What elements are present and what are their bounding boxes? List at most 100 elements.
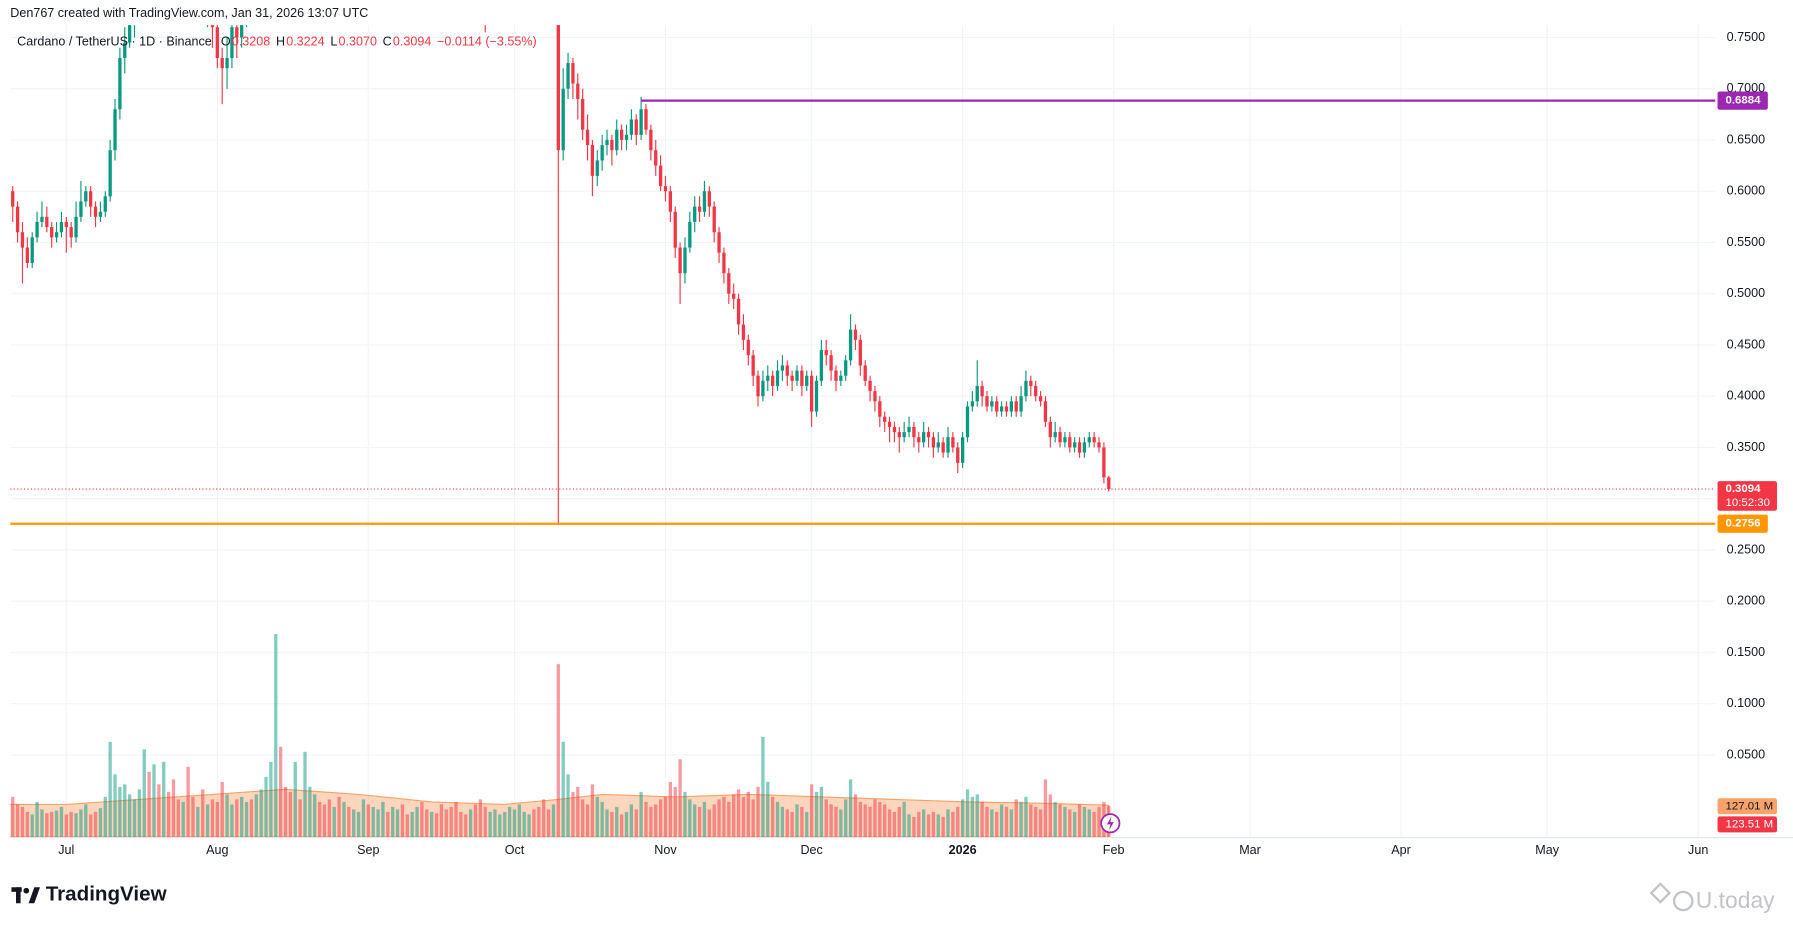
- y-tick-label: 0.5500: [1727, 235, 1765, 249]
- candle-body: [220, 57, 224, 69]
- volume-bar: [249, 799, 254, 837]
- volume-bar: [868, 806, 872, 837]
- candle-body: [970, 401, 975, 407]
- candle-body: [683, 247, 687, 274]
- candle-body: [654, 150, 658, 166]
- candle-body: [912, 426, 916, 438]
- candle-body: [668, 191, 673, 212]
- candle-body: [780, 365, 785, 371]
- volume-bar: [157, 784, 161, 837]
- candle-body: [1082, 442, 1087, 453]
- candle-body: [59, 221, 64, 233]
- y-tick-label: 0.1500: [1727, 645, 1765, 659]
- level-badge: [1717, 91, 1768, 110]
- volume-bar: [576, 786, 580, 837]
- volume-bar: [1082, 806, 1087, 837]
- volume-bar: [93, 811, 98, 837]
- watermark: U.today: [1649, 882, 1775, 913]
- candle-body: [123, 42, 127, 58]
- candle-body: [844, 360, 848, 376]
- candle-body: [69, 227, 73, 238]
- volume-bar: [1004, 806, 1009, 837]
- volume-bar: [990, 809, 994, 837]
- volume-bar: [1048, 794, 1052, 837]
- candle-body: [84, 191, 88, 202]
- candle-body: [40, 216, 44, 222]
- volume-bar: [434, 813, 439, 837]
- candle-body: [717, 232, 721, 253]
- volume-bar: [1024, 796, 1028, 837]
- legend-key: C: [383, 35, 392, 49]
- watermark-icon: [1649, 882, 1672, 904]
- volume-bar: [352, 809, 356, 837]
- volume-bar: [468, 809, 473, 837]
- volume-bar: [50, 811, 54, 837]
- volume-bar: [766, 781, 770, 837]
- candle-body: [853, 329, 858, 340]
- volume-bar: [873, 799, 877, 837]
- volume-bar: [819, 786, 824, 837]
- volume-bar: [965, 789, 970, 837]
- legend-key: H: [276, 35, 285, 49]
- volume-bar: [395, 809, 400, 837]
- volume-bar: [931, 811, 936, 837]
- volume-bar: [162, 761, 166, 837]
- candle-body: [848, 329, 853, 361]
- volume-bar: [449, 806, 453, 837]
- candle-body: [1019, 396, 1023, 412]
- y-tick-label: 0.1000: [1727, 696, 1765, 710]
- candle-body: [35, 221, 39, 238]
- candle-body: [590, 145, 595, 176]
- volume-bar: [317, 801, 322, 837]
- watermark-text: U.today: [1696, 887, 1775, 913]
- volume-bar: [571, 791, 575, 837]
- volume-bar: [420, 801, 424, 837]
- candle-body: [1024, 380, 1028, 397]
- candle-body: [11, 191, 15, 207]
- volume-bar: [956, 806, 960, 837]
- volume-bar: [770, 796, 775, 837]
- y-tick-label: 0.0500: [1727, 747, 1765, 761]
- candle-body: [595, 160, 599, 176]
- volume-bar: [137, 789, 142, 837]
- volume-bar: [746, 791, 750, 837]
- candle-body: [873, 391, 877, 402]
- candle-body: [805, 375, 809, 386]
- volume-bar: [605, 809, 609, 837]
- volume-bar: [585, 804, 590, 837]
- volume-bar: [205, 804, 210, 837]
- candle-body: [619, 129, 624, 140]
- volume-bar: [712, 804, 716, 837]
- volume-bar: [483, 806, 487, 837]
- volume-bar: [79, 809, 83, 837]
- volume-bar: [293, 761, 297, 837]
- volume-bar: [332, 806, 336, 837]
- candle-body: [999, 406, 1004, 412]
- volume-bar: [780, 806, 785, 837]
- x-tick-label: 2026: [949, 843, 977, 857]
- volume-bar: [283, 786, 288, 837]
- volume-bar: [946, 809, 950, 837]
- volume-bar: [488, 811, 492, 837]
- candle-body: [1043, 401, 1048, 422]
- candle-body: [1014, 401, 1018, 412]
- candle-body: [741, 324, 746, 340]
- candle-body: [230, 27, 234, 58]
- volume-bar: [507, 806, 512, 837]
- candle-body: [990, 401, 994, 407]
- volume-bar: [951, 811, 955, 837]
- volume-bar: [118, 786, 122, 837]
- candle-body: [892, 426, 897, 433]
- volume-bar: [741, 796, 746, 837]
- candle-body: [1107, 477, 1111, 490]
- volume-bar: [897, 806, 901, 837]
- candle-body: [936, 442, 940, 448]
- logo-mark: [16, 887, 21, 904]
- candle-body: [25, 247, 29, 263]
- volume-bar: [464, 814, 468, 837]
- volume-bar: [303, 751, 307, 837]
- candle-body: [756, 375, 760, 397]
- volume-bar: [936, 814, 940, 837]
- logo: TradingView: [11, 883, 168, 906]
